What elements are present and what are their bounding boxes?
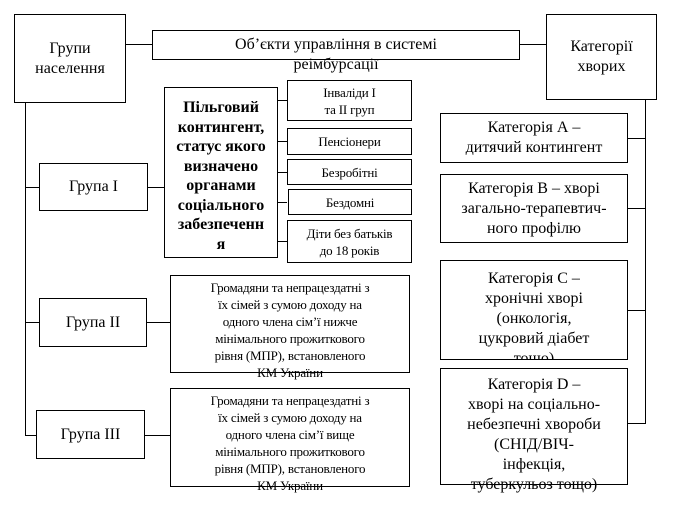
connector (628, 423, 646, 424)
category-text: Категорія В – хворі загально-терапевтич-… (461, 179, 607, 237)
subgroup-pensioners: Пенсіонери (287, 128, 412, 155)
group-3-description: Громадяни та непрацездатні з їх сімей з … (170, 388, 410, 493)
description-text: Громадяни та непрацездатні з їх сімей з … (210, 393, 370, 493)
category-text: Категорія А – дитячий контингент (465, 119, 603, 156)
subgroup-text: Пенсіонери (318, 134, 381, 149)
title-text: Об’єкти управління в системі реімбурсаці… (235, 36, 437, 73)
connector (628, 310, 646, 311)
subgroup-text: Безробітні (321, 164, 378, 180)
group-label: Група III (60, 425, 121, 443)
connector (145, 435, 170, 436)
subgroup-unemployed: Безробітні (287, 159, 412, 185)
connector (520, 44, 546, 45)
description-text: Громадяни та непрацездатні з їх сімей з … (210, 280, 370, 380)
connector (278, 141, 287, 142)
subgroup-orphans: Діти без батьків до 18 років (287, 220, 412, 263)
population-groups-header: Групи населення (14, 14, 126, 103)
connector (147, 322, 170, 323)
connector (645, 100, 646, 424)
connector (278, 241, 287, 242)
subgroup-text: Бездомні (325, 194, 375, 210)
subgroup-homeless: Бездомні (288, 189, 412, 215)
connector (278, 202, 287, 203)
connector (25, 103, 26, 436)
category-d: Категорія D – хворі на соціально- небезп… (440, 368, 628, 493)
group-label: Група I (68, 178, 119, 195)
category-a: Категорія А – дитячий контингент (440, 113, 628, 163)
category-b: Категорія В – хворі загально-терапевтич-… (440, 174, 628, 243)
group-label: Група II (65, 313, 121, 331)
group-2: Група II (39, 298, 147, 347)
category-c: Категорія С – хронічні хворі (онкологія,… (440, 260, 628, 360)
connector (278, 172, 287, 173)
group-1: Група I (39, 163, 148, 211)
group-3: Група III (36, 410, 145, 459)
header-text: Категорії хворих (570, 38, 633, 75)
category-text: Категорія С – хронічні хворі (онкологія,… (478, 270, 590, 360)
subgroup-text: Діти без батьків до 18 років (306, 225, 393, 258)
header-text: Групи населення (35, 39, 105, 77)
subgroup-text: Інваліди I та II груп (323, 84, 376, 117)
group-2-description: Громадяни та непрацездатні з їх сімей з … (170, 275, 410, 380)
connector (628, 138, 646, 139)
connector (148, 187, 164, 188)
connector (126, 44, 152, 45)
connector (628, 208, 646, 209)
patient-categories-header: Категорії хворих (546, 14, 657, 100)
group-1-description: Пільговий контингент, статус якого визна… (164, 87, 278, 258)
connector (278, 100, 287, 101)
connector (25, 187, 39, 188)
connector (25, 322, 39, 323)
diagram-title: Об’єкти управління в системі реімбурсаці… (152, 30, 520, 73)
description-text: Пільговий контингент, статус якого визна… (176, 99, 266, 253)
category-text: Категорія D – хворі на соціально- небезп… (467, 376, 601, 493)
subgroup-disabled: Інваліди I та II груп (287, 80, 412, 121)
connector (25, 435, 36, 436)
